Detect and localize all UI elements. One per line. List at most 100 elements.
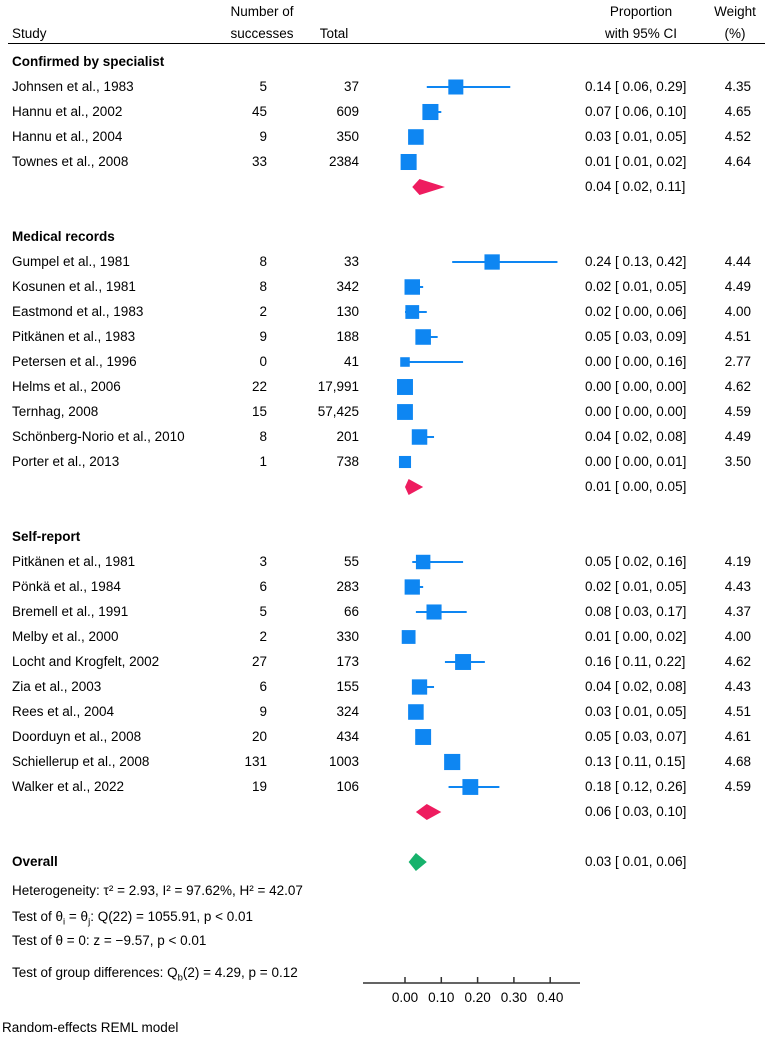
- successes-value: 20: [251, 729, 267, 744]
- effect-square: [422, 103, 439, 121]
- total-value: 330: [336, 629, 359, 644]
- successes-value: 19: [251, 779, 267, 794]
- subgroup-diamond: [415, 804, 442, 820]
- x-axis-tick-label: 0.30: [501, 990, 527, 1005]
- subgroup-ci-text: 0.04 [ 0.02, 0.11]: [585, 179, 686, 194]
- total-value: 2384: [328, 154, 359, 169]
- study-name: Pönkä et al., 1984: [12, 579, 121, 594]
- col-header-weight-line1: Weight: [714, 4, 756, 19]
- ci-text: 0.05 [ 0.03, 0.07]: [585, 729, 687, 744]
- study-name: Pitkänen et al., 1981: [12, 554, 136, 569]
- stat-text: (2) = 4.29, p = 0.12: [182, 965, 298, 980]
- total-value: 155: [336, 679, 359, 694]
- effect-square: [408, 129, 424, 145]
- effect-square: [411, 679, 428, 695]
- total-value: 106: [336, 779, 359, 794]
- col-header-proportion-line2: with 95% CI: [604, 26, 678, 41]
- ci-text: 0.00 [ 0.00, 0.00]: [585, 404, 687, 419]
- ci-text: 0.01 [ 0.00, 0.02]: [585, 629, 687, 644]
- total-value: 342: [336, 279, 359, 294]
- ci-text: 0.13 [ 0.11, 0.15]: [585, 754, 686, 769]
- ci-text: 0.00 [ 0.00, 0.00]: [585, 379, 687, 394]
- study-name: Johnsen et al., 1983: [12, 79, 134, 94]
- ci-text: 0.00 [ 0.00, 0.16]: [585, 354, 687, 369]
- weight-value: 4.37: [724, 604, 751, 619]
- successes-value: 0: [259, 354, 267, 369]
- weight-value: 3.50: [724, 454, 751, 469]
- subgroup-ci-text: 0.01 [ 0.00, 0.05]: [585, 479, 687, 494]
- stat-text: Heterogeneity: τ² = 2.93, I² = 97.62%, H…: [12, 883, 303, 898]
- effect-square: [415, 329, 431, 345]
- group-header: Self-report: [12, 529, 81, 544]
- stat-line: Heterogeneity: τ² = 2.93, I² = 97.62%, H…: [12, 881, 303, 901]
- effect-square: [397, 404, 413, 420]
- effect-square: [444, 753, 461, 771]
- effect-square: [400, 153, 417, 171]
- effect-square: [415, 554, 431, 570]
- subgroup-diamond: [405, 479, 424, 495]
- weight-value: 4.43: [724, 579, 751, 594]
- subgroup-diamond: [412, 179, 445, 195]
- ci-text: 0.05 [ 0.02, 0.16]: [585, 554, 687, 569]
- stat-text: Test of θ: [12, 909, 64, 924]
- effect-square: [426, 604, 442, 620]
- ci-text: 0.16 [ 0.11, 0.22]: [585, 654, 686, 669]
- total-value: 188: [336, 329, 359, 344]
- header-rule: [8, 43, 765, 44]
- effect-square: [484, 254, 500, 270]
- ci-text: 0.05 [ 0.03, 0.09]: [585, 329, 687, 344]
- study-name: Porter et al., 2013: [12, 454, 120, 469]
- stat-line: Test of θ = 0: z = −9.57, p < 0.01: [12, 931, 206, 951]
- total-value: 130: [336, 304, 359, 319]
- ci-text: 0.03 [ 0.01, 0.05]: [585, 704, 687, 719]
- successes-value: 9: [259, 129, 267, 144]
- study-name: Petersen et al., 1996: [12, 354, 137, 369]
- total-value: 41: [343, 354, 359, 369]
- stat-subscript: i: [63, 916, 66, 928]
- successes-value: 15: [251, 404, 267, 419]
- successes-value: 9: [259, 329, 267, 344]
- study-name: Hannu et al., 2002: [12, 104, 123, 119]
- study-name: Kosunen et al., 1981: [12, 279, 136, 294]
- weight-value: 4.44: [724, 254, 751, 269]
- study-name: Helms et al., 2006: [12, 379, 121, 394]
- weight-value: 4.59: [724, 779, 751, 794]
- effect-square: [411, 429, 428, 445]
- ci-text: 0.01 [ 0.01, 0.02]: [585, 154, 687, 169]
- successes-value: 1: [259, 454, 267, 469]
- total-value: 173: [336, 654, 359, 669]
- ci-text: 0.03 [ 0.01, 0.05]: [585, 129, 687, 144]
- study-name: Locht and Krogfelt, 2002: [12, 654, 160, 669]
- col-header-study: Study: [12, 26, 47, 41]
- group-header: Confirmed by specialist: [12, 54, 165, 69]
- effect-square: [415, 729, 432, 745]
- stat-text: Test of group differences: Q: [12, 965, 178, 980]
- x-axis-tick-label: 0.00: [392, 990, 418, 1005]
- effect-square: [448, 79, 464, 95]
- study-name: Gumpel et al., 1981: [12, 254, 130, 269]
- weight-value: 4.19: [724, 554, 751, 569]
- effect-square: [400, 357, 410, 367]
- successes-value: 8: [259, 279, 267, 294]
- weight-value: 4.49: [724, 429, 751, 444]
- successes-value: 3: [259, 554, 267, 569]
- effect-square: [404, 579, 420, 595]
- total-value: 17,991: [317, 379, 359, 394]
- successes-value: 5: [259, 79, 267, 94]
- successes-value: 45: [251, 104, 267, 119]
- successes-value: 5: [259, 604, 267, 619]
- total-value: 283: [336, 579, 359, 594]
- study-name: Walker et al., 2022: [12, 779, 125, 794]
- weight-value: 4.00: [724, 304, 751, 319]
- total-value: 350: [336, 129, 359, 144]
- weight-value: 4.51: [724, 329, 751, 344]
- total-value: 66: [343, 604, 359, 619]
- col-header-successes-line2: successes: [230, 26, 294, 41]
- stat-text: Test of θ = 0: z = −9.57, p < 0.01: [12, 933, 207, 948]
- weight-value: 4.65: [724, 104, 751, 119]
- study-name: Hannu et al., 2004: [12, 129, 123, 144]
- weight-value: 4.62: [724, 379, 751, 394]
- stat-line: Test of θi = θj: Q(22) = 1055.91, p < 0.…: [12, 907, 253, 928]
- stat-line: Test of group differences: Qb(2) = 4.29,…: [12, 963, 298, 984]
